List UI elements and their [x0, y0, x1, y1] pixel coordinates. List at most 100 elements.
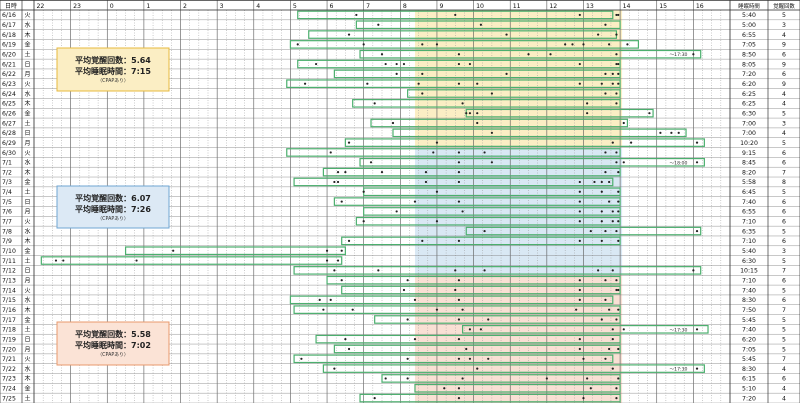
wake-mark — [172, 249, 175, 252]
wake-mark — [695, 141, 699, 144]
wake-mark — [413, 298, 417, 301]
sleep-bar — [293, 305, 621, 314]
wake-mark — [615, 53, 618, 56]
wake-mark — [604, 171, 607, 174]
row-wake-count: 6 — [782, 150, 786, 157]
wake-mark — [611, 328, 614, 331]
row-date: 7/8 — [2, 228, 12, 235]
row-day-of-week: 日 — [24, 61, 30, 68]
row-day-of-week: 木 — [24, 168, 30, 176]
wake-mark — [600, 190, 603, 193]
wake-mark — [589, 229, 592, 233]
wake-mark — [617, 220, 620, 223]
wake-mark — [347, 33, 351, 36]
sleep-bar — [344, 138, 705, 147]
sleep-bar — [124, 246, 346, 256]
wake-mark — [406, 318, 409, 321]
row-sleep-time: 7:00 — [742, 130, 756, 137]
row-day-of-week: 水 — [24, 90, 30, 98]
wake-mark — [611, 269, 614, 272]
wake-mark — [461, 377, 464, 380]
wake-mark — [617, 13, 620, 17]
wake-mark — [325, 249, 329, 252]
row-sleep-time: 9:15 — [742, 150, 756, 157]
wake-mark — [329, 151, 332, 154]
sleep-bar — [286, 148, 621, 157]
wake-mark — [589, 387, 592, 390]
row-day-of-week: 水 — [24, 296, 30, 304]
wake-mark — [362, 190, 365, 193]
row-date: 6/25 — [2, 101, 16, 108]
wake-mark — [578, 200, 581, 203]
wake-mark — [695, 161, 699, 164]
row-wake-count: 6 — [782, 52, 786, 59]
wake-mark — [424, 180, 428, 184]
wake-mark — [476, 367, 479, 370]
wake-mark — [435, 190, 439, 193]
row-sleep-time: 6:30 — [742, 258, 756, 265]
row-sleep-time: 7:40 — [742, 287, 756, 294]
wake-mark — [490, 92, 493, 95]
wake-mark — [421, 92, 424, 95]
wake-mark — [604, 72, 607, 75]
wake-mark — [483, 269, 486, 272]
wake-mark — [344, 171, 347, 174]
wake-mark — [457, 62, 461, 66]
row-day-of-week: 金 — [24, 247, 30, 255]
wake-mark — [600, 239, 603, 242]
row-day-of-week: 土 — [24, 257, 30, 265]
row-date: 6/16 — [2, 12, 16, 19]
sleep-bar — [341, 285, 621, 295]
sleep-bar — [326, 275, 621, 285]
wake-mark — [336, 180, 340, 184]
wake-mark — [476, 82, 479, 85]
row-date: 7/11 — [2, 258, 16, 265]
wake-mark — [457, 151, 461, 154]
wake-mark — [135, 259, 138, 262]
row-wake-count: 9 — [782, 42, 786, 49]
sleep-bar — [407, 89, 621, 98]
wake-mark — [406, 377, 409, 380]
header-hour-7: 7 — [366, 3, 370, 10]
wake-mark — [505, 33, 508, 36]
wake-mark — [648, 112, 651, 115]
wake-mark — [413, 200, 417, 203]
wake-mark — [597, 269, 600, 272]
wake-mark — [578, 13, 581, 17]
row-day-of-week: 水 — [24, 159, 30, 167]
wake-mark — [395, 210, 398, 213]
sleep-bar — [414, 383, 621, 393]
row-wake-count: 3 — [782, 22, 786, 29]
row-date: 6/18 — [2, 32, 16, 39]
wake-mark — [435, 308, 439, 311]
wake-mark — [490, 161, 493, 164]
bar-annotation: 〜17:30 — [670, 367, 688, 373]
wake-mark — [366, 82, 369, 85]
wake-mark — [586, 102, 589, 105]
period-note: （CPAPあり） — [97, 78, 128, 84]
wake-mark — [457, 387, 461, 390]
row-wake-count: 4 — [782, 395, 786, 402]
wake-mark — [608, 347, 611, 351]
row-day-of-week: 土 — [24, 51, 30, 59]
wake-mark — [296, 43, 299, 46]
header-hour-8: 8 — [403, 3, 407, 10]
sleep-bar — [370, 118, 629, 128]
wake-mark — [578, 298, 581, 301]
wake-mark — [611, 141, 614, 144]
period-avg-wakes: 平均覚醒回数：5.64 — [75, 55, 151, 65]
wake-mark — [369, 161, 373, 164]
wake-mark — [615, 318, 618, 321]
sleep-bar — [40, 256, 343, 265]
row-date: 6/20 — [2, 52, 16, 59]
wake-mark — [454, 269, 457, 272]
wake-mark — [325, 259, 329, 262]
row-date: 7/22 — [2, 366, 16, 373]
sleep-bar — [363, 207, 621, 216]
wake-mark — [564, 43, 567, 46]
row-date: 6/22 — [2, 71, 16, 78]
row-wake-count: 7 — [782, 169, 786, 176]
row-date: 7/10 — [2, 248, 16, 255]
row-day-of-week: 月 — [24, 209, 30, 216]
wake-mark — [586, 112, 589, 115]
